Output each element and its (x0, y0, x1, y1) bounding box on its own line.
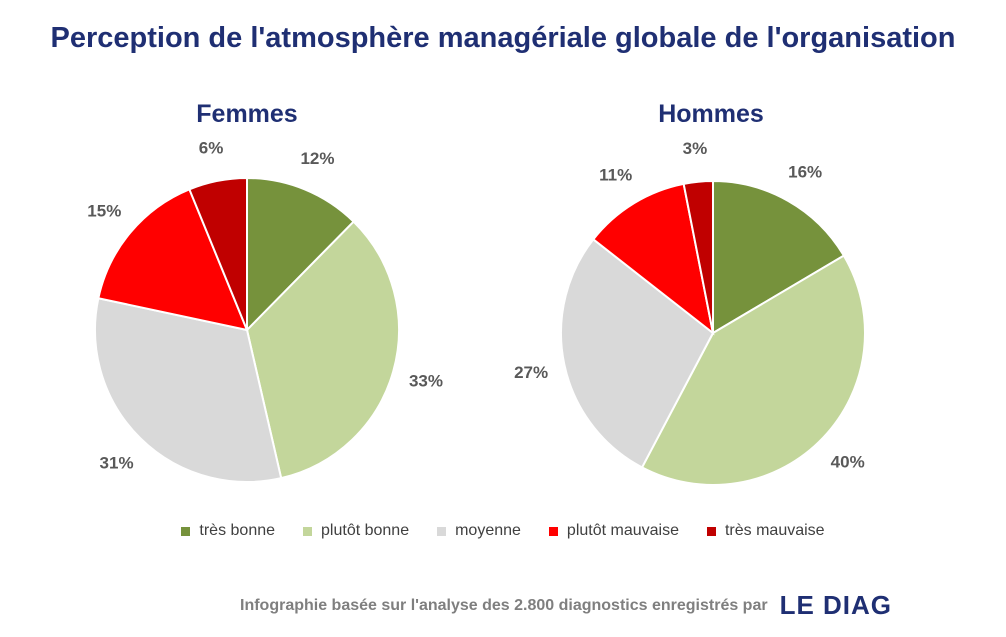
pie-femmes: 12% 33% 31% 15% 6% (87, 139, 443, 483)
footer-text: Infographie basée sur l'analyse des 2.80… (240, 596, 768, 614)
legend-item-moyenne: moyenne (437, 522, 521, 540)
slice-femmes-moyenne (94, 297, 283, 483)
legend-label-plutot-bonne: plutôt bonne (321, 522, 410, 539)
data-label-hommes-moyenne: 27% (514, 363, 548, 382)
legend-item-plutot-mauvaise: plutôt mauvaise (548, 522, 679, 540)
slice-femmes-plutot-bonne (245, 220, 400, 480)
slice-femmes-plutot-mauvaise (97, 188, 249, 332)
slice-hommes-plutot-bonne (640, 254, 866, 486)
legend-item-plutot-bonne: plutôt bonne (303, 522, 409, 540)
legend-swatch-plutot-mauvaise (548, 526, 558, 536)
legend: très bonne plutôt bonne moyenne plutôt m… (0, 522, 1006, 540)
legend-swatch-moyenne (437, 526, 447, 536)
page-title: Perception de l'atmosphère managériale g… (50, 22, 956, 54)
footer: Infographie basée sur l'analyse des 2.80… (240, 590, 892, 621)
data-label-hommes-tres-mauvaise: 3% (683, 139, 708, 158)
slice-femmes-tres-mauvaise (188, 176, 248, 331)
data-label-femmes-tres-bonne: 12% (300, 149, 334, 168)
legend-label-tres-mauvaise: très mauvaise (724, 522, 825, 539)
data-label-hommes-plutot-mauvaise: 11% (599, 165, 632, 184)
data-label-hommes-plutot-bonne: 40% (831, 452, 865, 471)
slice-hommes-tres-mauvaise (682, 179, 714, 334)
slice-femmes-tres-bonne (246, 176, 356, 333)
chart-title-femmes: Femmes (196, 100, 298, 128)
legend-swatch-plutot-bonne (303, 526, 313, 536)
data-label-femmes-plutot-bonne: 33% (409, 372, 443, 391)
data-label-femmes-tres-mauvaise: 6% (199, 139, 224, 158)
data-label-femmes-plutot-mauvaise: 15% (87, 202, 121, 221)
data-label-hommes-tres-bonne: 16% (788, 162, 822, 181)
legend-item-tres-mauvaise: très mauvaise (706, 522, 825, 540)
legend-label-tres-bonne: très bonne (199, 522, 276, 539)
legend-label-plutot-mauvaise: plutôt mauvaise (566, 522, 679, 539)
legend-swatch-tres-mauvaise (706, 526, 716, 536)
slice-hommes-plutot-mauvaise (591, 182, 715, 336)
legend-label-moyenne: moyenne (455, 522, 521, 539)
chart-title-hommes: Hommes (658, 100, 764, 128)
pie-hommes: 16% 40% 27% 11% 3% (514, 139, 866, 486)
legend-swatch-tres-bonne (181, 526, 191, 536)
le-diag-logo: LE DIAG (779, 590, 893, 620)
slice-hommes-moyenne (560, 237, 715, 469)
slice-hommes-tres-bonne (712, 179, 846, 335)
legend-item-tres-bonne: très bonne (181, 522, 275, 540)
data-label-femmes-moyenne: 31% (100, 454, 134, 473)
